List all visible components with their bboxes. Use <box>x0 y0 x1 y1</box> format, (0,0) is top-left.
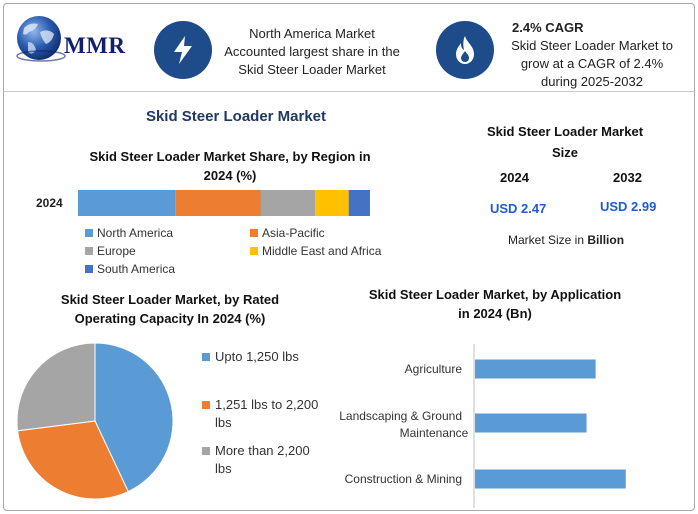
capacity-legend-item: 1,251 lbs to 2,200 lbs <box>202 396 318 432</box>
category-label: Construction & Mining <box>345 472 462 486</box>
highlight-line: during 2025-2032 <box>541 74 643 89</box>
pie-slice <box>16 342 96 432</box>
size-note-text: Market Size in <box>508 233 588 247</box>
brand-logo-text: MMR <box>64 33 126 58</box>
chart-title-line: Skid Steer Loader Market, by Application <box>368 287 622 302</box>
application-bar-chart: Agriculture Landscaping & Ground Maintenan… <box>339 344 626 508</box>
highlight-line: Skid Steer Loader Market to <box>511 38 673 53</box>
capacity-legend-item: Upto 1,250 lbs <box>202 348 299 366</box>
pie-slice <box>17 420 129 500</box>
highlight-line: grow at a CAGR of 2.4% <box>520 56 664 71</box>
legend-swatch <box>202 447 210 455</box>
legend-label: Asia-Pacific <box>262 226 325 240</box>
legend-swatch <box>250 247 258 255</box>
region-chart-title: Skid Steer Loader Market Share, by Regio… <box>50 147 410 185</box>
size-title-line: Skid Steer Loader Market <box>486 124 644 139</box>
capacity-legend: Upto 1,250 lbs 1,251 lbs to 2,200 lbs More … <box>202 348 342 488</box>
lightning-icon <box>154 21 212 79</box>
legend-label: South America <box>97 262 176 276</box>
region-bar-segment <box>315 190 349 216</box>
pie-slice <box>94 342 174 493</box>
chart-title-line: Operating Capacity In 2024 (%) <box>74 311 266 326</box>
region-stacked-bar-chart: 2024 <box>36 190 370 216</box>
region-category-label: 2024 <box>36 196 63 210</box>
region-legend-item: Europe <box>85 244 136 258</box>
legend-label: North America <box>97 226 174 240</box>
region-legend-item: South America <box>85 262 175 276</box>
legend-label-continued: lbs <box>215 415 232 430</box>
region-bar-segment <box>260 190 316 216</box>
capacity-legend-item: More than 2,200 lbs <box>202 442 310 478</box>
legend-swatch <box>85 229 93 237</box>
category-label: Maintenance <box>400 426 469 440</box>
legend-swatch <box>85 247 93 255</box>
size-year-2024: 2024 <box>500 170 529 185</box>
page-title: Skid Steer Loader Market <box>145 108 327 125</box>
cagr-highlight: 2.4% CAGR Skid Steer Loader Market to gr… <box>492 19 692 91</box>
highlight-line: Accounted largest share in the <box>224 44 400 59</box>
market-size-title: Skid Steer Loader Market Size <box>474 121 656 163</box>
legend-swatch <box>202 401 210 409</box>
region-bar-segment <box>175 190 261 216</box>
legend-label: Middle East and Africa <box>262 244 382 258</box>
size-year-2032: 2032 <box>613 170 642 185</box>
application-bar <box>475 469 626 489</box>
legend-label-continued: lbs <box>215 461 232 476</box>
size-value-2024: USD 2.47 <box>490 201 547 216</box>
legend-label: Europe <box>97 244 136 258</box>
header-divider <box>3 91 695 92</box>
region-legend-item: North America <box>85 226 173 240</box>
legend-swatch <box>202 353 210 361</box>
legend-swatch <box>250 229 258 237</box>
north-america-highlight: North America Market Accounted largest s… <box>214 25 410 79</box>
market-size-note: Market Size in Billion <box>508 233 624 247</box>
size-value-2032: USD 2.99 <box>600 199 657 214</box>
application-chart-title: Skid Steer Loader Market, by Application… <box>350 285 640 323</box>
highlight-line: Skid Steer Loader Market <box>238 62 386 77</box>
globe-logo-icon <box>16 16 66 62</box>
region-legend-item: Middle East and Africa <box>250 244 381 258</box>
application-bar <box>475 413 587 433</box>
legend-label: 1,251 lbs to 2,200 <box>215 397 319 412</box>
highlight-line: North America Market <box>249 26 375 41</box>
chart-title-line: in 2024 (Bn) <box>458 306 532 321</box>
region-bar-segment <box>348 190 370 216</box>
legend-label: More than 2,200 <box>215 443 310 458</box>
application-bar <box>475 359 596 379</box>
size-title-line: Size <box>551 145 578 160</box>
chart-title-line: 2024 (%) <box>203 168 257 183</box>
region-bar-segment <box>78 190 176 216</box>
region-legend-item: Asia-Pacific <box>250 226 325 240</box>
region-legend: North America Asia-Pacific Europe Middle Ea… <box>85 226 415 280</box>
chart-title-line: Skid Steer Loader Market, by Rated <box>60 292 280 307</box>
cagr-heading: 2.4% CAGR <box>512 20 584 35</box>
category-label: Agriculture <box>405 362 463 376</box>
category-label: Landscaping & Ground <box>339 409 462 423</box>
capacity-chart-title: Skid Steer Loader Market, by Rated Opera… <box>10 290 330 328</box>
chart-title-line: Skid Steer Loader Market Share, by Regio… <box>89 149 371 164</box>
capacity-pie-chart <box>16 342 174 500</box>
legend-label: Upto 1,250 lbs <box>215 349 299 364</box>
flame-icon <box>436 21 494 79</box>
size-note-unit: Billion <box>587 233 625 247</box>
legend-swatch <box>85 265 93 273</box>
